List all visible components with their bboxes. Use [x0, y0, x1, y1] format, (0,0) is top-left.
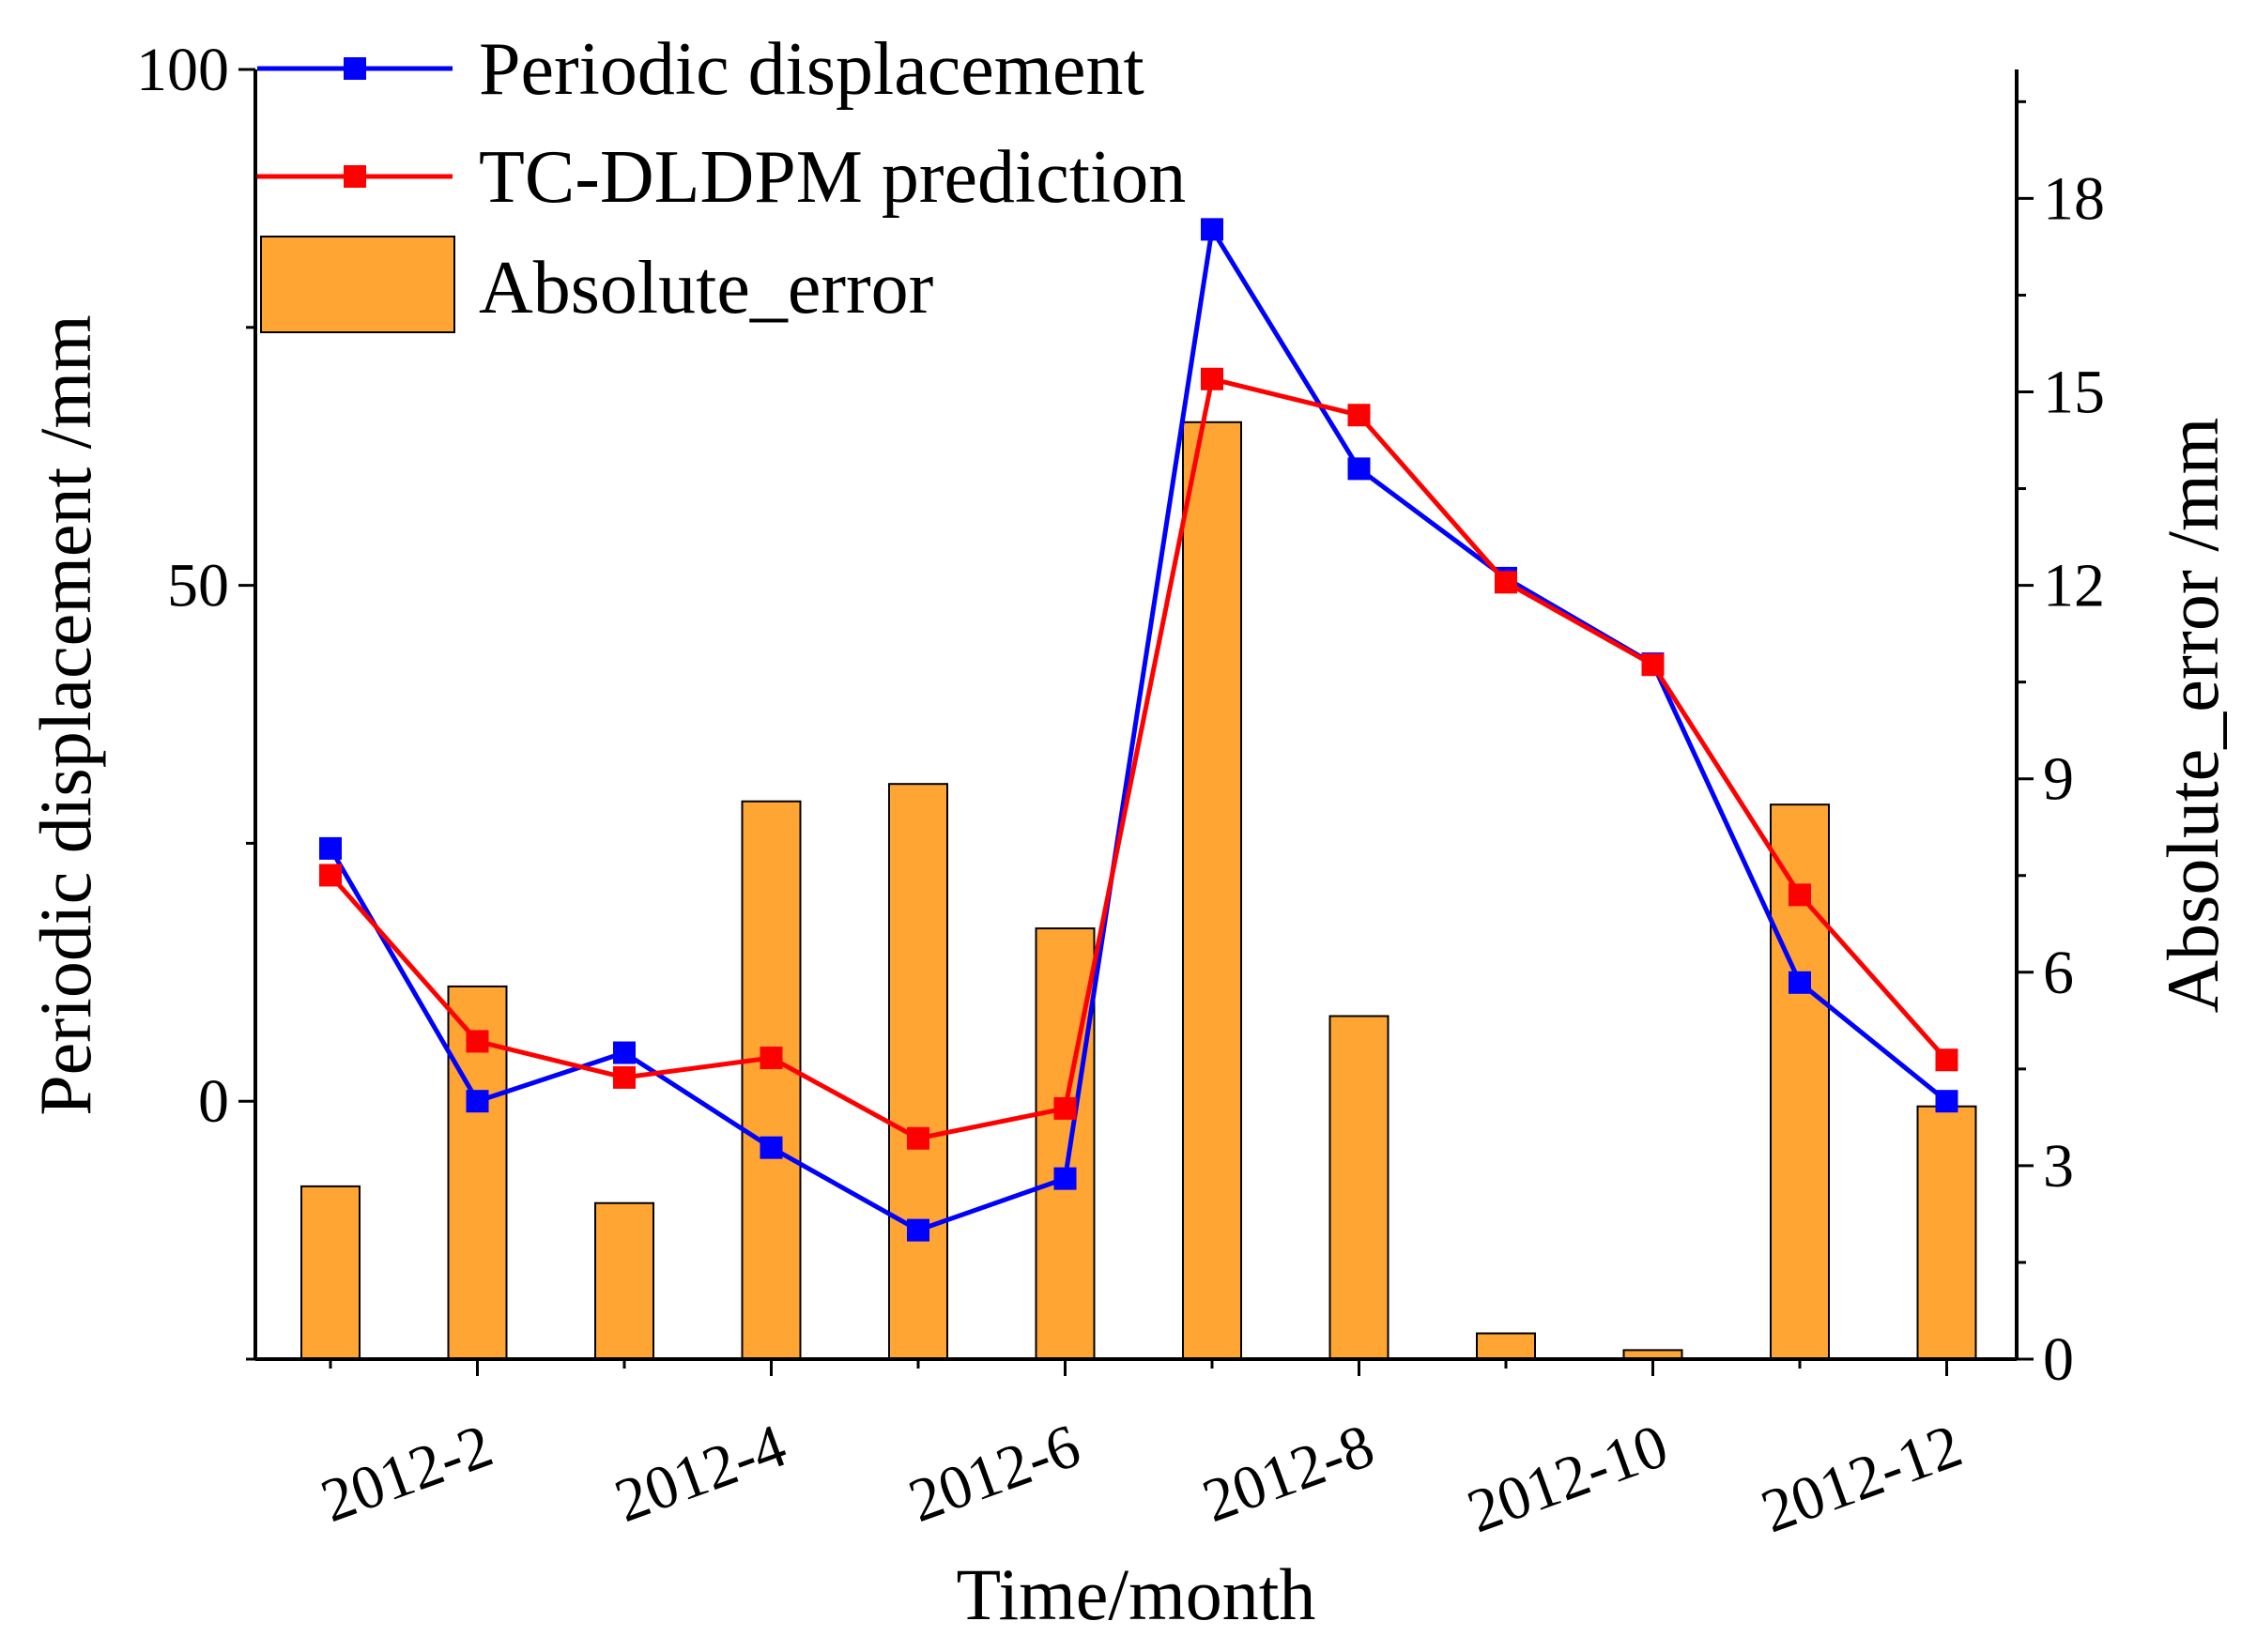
point-periodic-displacement-2012-6 — [1053, 1167, 1077, 1190]
y-right-tick-label-12: 12 — [2043, 552, 2105, 620]
error-bar-2012-4 — [741, 800, 802, 1360]
y-axis-right-title: Absolute_error /mm — [2152, 418, 2234, 1014]
error-bar-2012-3 — [594, 1201, 654, 1360]
error-bar-2012-5 — [888, 783, 948, 1360]
y-right-tick-label-3: 3 — [2043, 1132, 2074, 1201]
point-tc-dldpm-prediction-2012-5 — [907, 1126, 929, 1150]
y-right-tick-label-9: 9 — [2043, 745, 2074, 814]
point-periodic-displacement-2012-2 — [466, 1090, 489, 1113]
point-tc-dldpm-prediction-2012-6 — [1053, 1096, 1077, 1120]
y-left-tick-label-50: 50 — [167, 552, 229, 620]
y-right-tick-label-0: 0 — [2043, 1325, 2074, 1394]
y-right-tick-label-18: 18 — [2043, 164, 2105, 233]
legend-marker-tc-dldpm-prediction — [344, 165, 366, 188]
legend: Periodic displacement TC-DLDPM predictio… — [257, 28, 1186, 333]
y-right-tick-label-6: 6 — [2043, 939, 2074, 1007]
legend-swatch-absolute-error — [260, 236, 455, 333]
y-left-tick-label-100: 100 — [136, 36, 229, 104]
line-periodic-displacement — [328, 226, 1949, 1233]
y-left-tick-label-0: 0 — [198, 1067, 229, 1136]
point-tc-dldpm-prediction-2012-2 — [466, 1030, 489, 1053]
y-axis-left-title: Periodic displacement /mm — [24, 314, 106, 1115]
error-bar-2012-1 — [300, 1185, 361, 1361]
point-periodic-displacement-2012-8 — [1347, 457, 1371, 481]
point-periodic-displacement-2012-1 — [319, 836, 342, 860]
point-tc-dldpm-prediction-2012-9 — [1495, 571, 1517, 594]
point-periodic-displacement-2012-11 — [1789, 971, 1811, 994]
legend-label-periodic-displacement: Periodic displacement — [479, 28, 1144, 111]
error-bar-2012-8 — [1328, 1015, 1390, 1360]
legend-label-tc-dldpm-prediction: TC-DLDPM prediction — [479, 136, 1186, 219]
point-tc-dldpm-prediction-2012-3 — [613, 1065, 636, 1089]
error-bar-2012-9 — [1476, 1332, 1536, 1361]
point-periodic-displacement-2012-12 — [1935, 1090, 1958, 1113]
point-periodic-displacement-2012-7 — [1201, 218, 1223, 241]
error-bar-2012-7 — [1182, 421, 1242, 1360]
legend-label-absolute-error: Absolute_error — [479, 247, 933, 329]
y-right-tick-label-15: 15 — [2043, 359, 2105, 427]
point-periodic-displacement-2012-5 — [907, 1218, 929, 1242]
point-tc-dldpm-prediction-2012-1 — [319, 864, 342, 887]
x-axis-title: Time/month — [957, 1553, 1316, 1635]
error-bar-2012-6 — [1035, 927, 1096, 1360]
legend-marker-periodic-displacement — [344, 57, 366, 80]
point-tc-dldpm-prediction-2012-7 — [1201, 367, 1223, 390]
point-tc-dldpm-prediction-2012-12 — [1935, 1048, 1958, 1072]
point-tc-dldpm-prediction-2012-11 — [1789, 883, 1811, 907]
point-periodic-displacement-2012-3 — [613, 1041, 636, 1064]
error-bar-2012-12 — [1916, 1105, 1977, 1361]
point-tc-dldpm-prediction-2012-4 — [760, 1047, 783, 1070]
line-tc-dldpm-prediction — [329, 376, 1949, 1141]
point-tc-dldpm-prediction-2012-8 — [1347, 404, 1371, 427]
series-lines — [319, 218, 1958, 1242]
point-tc-dldpm-prediction-2012-10 — [1641, 653, 1665, 677]
point-periodic-displacement-2012-4 — [760, 1136, 783, 1159]
